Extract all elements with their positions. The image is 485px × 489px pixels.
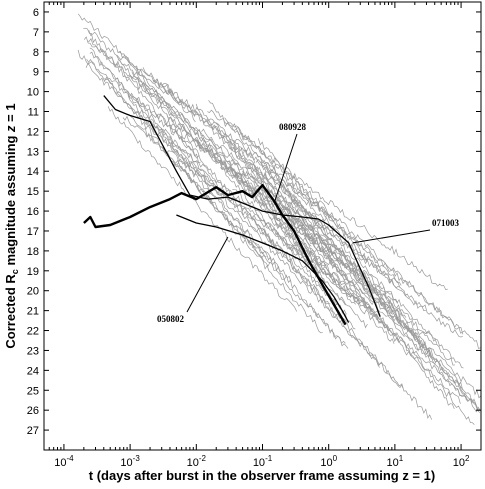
highlighted-curves (83, 95, 381, 326)
background-curve (247, 161, 455, 410)
background-curve (135, 67, 395, 344)
background-curve (86, 58, 292, 283)
y-tick-label: 22 (27, 326, 39, 338)
background-curve (259, 205, 346, 306)
background-curve (89, 47, 349, 349)
y-tick-label: 17 (27, 226, 39, 238)
y-tick-label: 7 (33, 27, 39, 39)
background-curve (208, 100, 464, 391)
y-tick-label: 14 (27, 166, 39, 178)
x-tick-label: 10-3 (120, 454, 140, 469)
background-curve (251, 216, 404, 389)
y-axis: 6 7 8 9 10 11 12 13 14 15 16 17 18 19 20 21 22 23 24 25 26 27 (27, 7, 481, 437)
background-curve (166, 113, 299, 230)
x-tick-label: 102 (453, 454, 470, 469)
y-tick-label: 23 (27, 345, 39, 357)
annotations: 080928 071003 050802 (157, 122, 460, 324)
series-080928 (83, 183, 347, 326)
y-tick-label: 25 (27, 385, 39, 397)
annotation-leader (352, 229, 431, 244)
x-tick-label: 10-1 (253, 454, 273, 469)
x-tick-label: 100 (320, 454, 337, 469)
background-curve (131, 71, 246, 177)
y-tick-label: 24 (27, 365, 39, 377)
background-curve (207, 145, 461, 404)
y-tick-label: 27 (27, 425, 39, 437)
y-tick-label: 18 (27, 246, 39, 258)
background-curve (107, 106, 298, 312)
annotation-leader (273, 133, 298, 204)
background-curve (118, 50, 209, 153)
background-curve (242, 170, 455, 366)
y-tick-label: 11 (28, 107, 39, 119)
y-axis-label: Corrected Rc magnitude assuming z = 1 (3, 103, 20, 348)
y-tick-label: 8 (33, 47, 39, 59)
annotation-label: 050802 (157, 314, 185, 324)
background-curve (117, 59, 210, 156)
background-curves (77, 13, 481, 425)
y-tick-label: 12 (27, 126, 39, 138)
series-050802 (176, 214, 350, 323)
series-071003 (103, 95, 381, 317)
background-curve (232, 123, 402, 286)
background-curve (227, 140, 475, 425)
x-axis: 10-4 10-3 10-2 10-1 100 101 102 (43, 2, 482, 469)
y-tick-label: 21 (27, 306, 39, 318)
background-curve (86, 38, 326, 267)
x-tick-label: 101 (387, 454, 404, 469)
background-curve (85, 62, 228, 198)
background-curve (265, 162, 481, 349)
background-curve (207, 109, 448, 291)
background-curve (142, 67, 279, 175)
annotation-label: 071003 (432, 218, 460, 228)
background-curve (272, 201, 481, 399)
y-tick-label: 26 (27, 405, 39, 417)
background-curve (77, 49, 200, 157)
annotation-label: 080928 (279, 122, 307, 132)
y-tick-label: 6 (33, 7, 39, 19)
annotation-leader (186, 236, 229, 313)
y-tick-label: 10 (27, 87, 39, 99)
y-tick-label: 20 (27, 286, 39, 298)
x-tick-label: 10-4 (54, 454, 74, 469)
x-tick-label: 10-2 (187, 454, 207, 469)
background-curve (83, 27, 201, 164)
y-tick-label: 16 (27, 206, 39, 218)
x-axis-label: t (days after burst in the observer fram… (89, 468, 435, 483)
background-curve (175, 149, 433, 420)
y-tick-label: 15 (27, 186, 39, 198)
y-tick-label: 19 (27, 266, 39, 278)
background-curve (116, 54, 338, 222)
background-curve (255, 158, 438, 344)
background-curve (257, 138, 368, 260)
background-curve (224, 117, 464, 335)
background-curve (290, 198, 401, 288)
background-curve (212, 125, 387, 328)
background-curve (249, 161, 335, 232)
background-curve (89, 51, 331, 305)
background-curve (162, 145, 271, 264)
background-curve (77, 13, 196, 123)
y-tick-label: 9 (33, 67, 39, 79)
background-curve (150, 118, 325, 275)
background-curve (271, 174, 481, 413)
background-curve (122, 115, 301, 256)
background-curve (280, 178, 426, 312)
background-curve (195, 103, 433, 358)
y-tick-label: 13 (27, 146, 39, 158)
background-curve (260, 189, 426, 356)
